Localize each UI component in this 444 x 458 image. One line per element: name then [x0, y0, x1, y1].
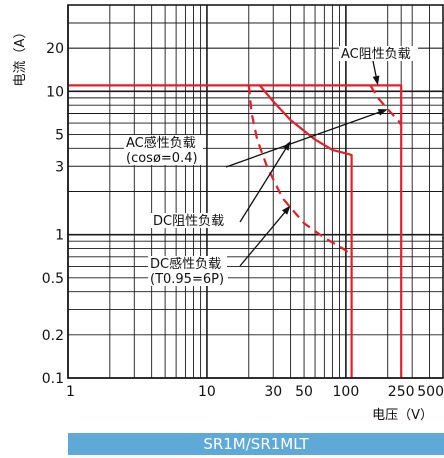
- annotation-1: AC阻性负载: [339, 46, 418, 86]
- y-tick-label: 20: [46, 41, 64, 57]
- y-tick-label: 1: [55, 228, 64, 244]
- series-line-4: [247, 85, 350, 254]
- x-tick-label: 500: [417, 384, 444, 400]
- annotation-arrowhead: [372, 75, 380, 86]
- x-tick-label: 10: [198, 384, 216, 400]
- annotation-bg: [151, 213, 230, 228]
- x-tick-label: 100: [333, 384, 360, 400]
- annotation-text: (cosø=0.4): [126, 151, 198, 166]
- annotation-bg: [124, 150, 204, 165]
- annotation-bg: [124, 135, 203, 150]
- series-line-2: [369, 84, 403, 126]
- annotation-2: AC感性负载(cosø=0.4): [124, 109, 388, 168]
- annotation-text: DC感性负载: [150, 256, 221, 272]
- x-tick-label: 250: [388, 384, 415, 400]
- plot-frame: [67, 4, 444, 379]
- annotation-arrowhead: [377, 109, 388, 116]
- annotation-text: AC阻性负载: [341, 47, 411, 62]
- annotation-text: AC感性负载: [126, 135, 196, 151]
- x-axis-title: 电压（V）: [372, 408, 433, 423]
- y-tick-label: 0.1: [42, 371, 64, 387]
- annotation-bg: [339, 46, 418, 61]
- series-layer: [68, 84, 403, 378]
- annotation-text: DC阻性负载: [153, 214, 224, 229]
- y-axis-title: 电流（A）: [13, 26, 28, 87]
- annotation-arrowhead: [281, 205, 291, 215]
- annotation-bg: [148, 256, 227, 271]
- annotation-bg: [148, 271, 228, 286]
- x-tick-label: 50: [295, 384, 313, 400]
- y-tick-label: 10: [46, 84, 64, 100]
- annotation-arrow: [239, 211, 286, 267]
- annotation-arrow: [225, 111, 380, 168]
- annotation-layer: AC阻性负载AC感性负载(cosø=0.4)DC阻性负载DC感性负载(T0.95…: [124, 46, 418, 287]
- chart-svg: 1 10 30 50 100 250 500 0.1 0.2 0.5 1 3 5 10 20 AC阻性负载 A…: [13, 4, 444, 423]
- annotation-arrowhead: [282, 141, 291, 151]
- x-tick-label: 30: [264, 384, 282, 400]
- series-line-3: [258, 84, 353, 378]
- annotation-3: DC阻性负载: [151, 141, 291, 229]
- y-tick-label: 0.2: [42, 328, 64, 344]
- y-tick-label: 0.5: [42, 271, 64, 287]
- model-label-banner: SR1M/SR1MLT: [68, 433, 444, 455]
- annotation-4: DC感性负载(T0.95=6P): [148, 205, 291, 287]
- annotation-arrow: [239, 148, 287, 223]
- y-tick-label: 5: [55, 127, 64, 143]
- series-line-1: [68, 84, 403, 378]
- axes-layer: 1 10 30 50 100 250 500 0.1 0.2 0.5 1 3 5 10 20: [42, 4, 444, 400]
- annotation-text: (T0.95=6P): [150, 272, 224, 287]
- y-tick-label: 3: [55, 159, 64, 175]
- x-tick-label: 1: [66, 384, 75, 400]
